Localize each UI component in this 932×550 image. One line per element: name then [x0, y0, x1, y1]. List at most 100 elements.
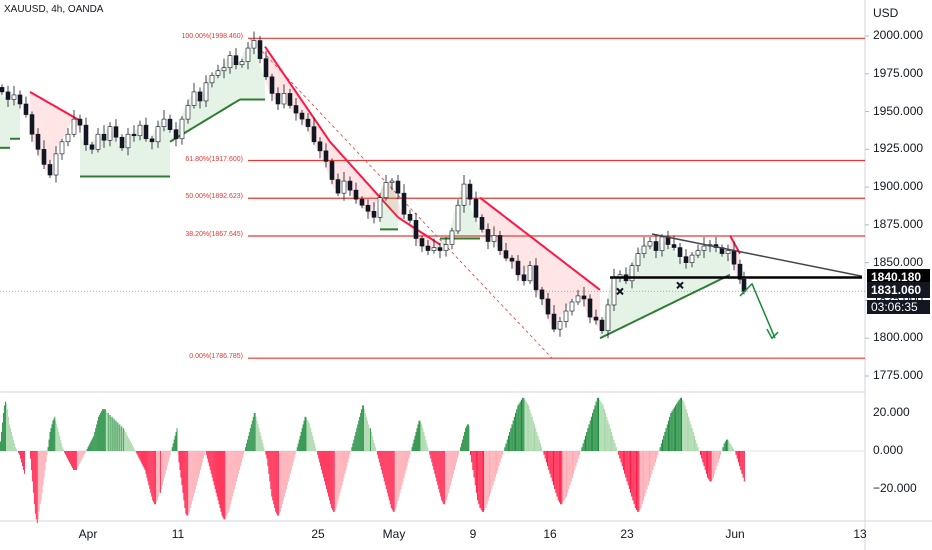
oscillator-bar: [581, 447, 583, 451]
oscillator-bar: [319, 451, 321, 463]
oscillator-bar: [6, 403, 7, 451]
oscillator-bar: [512, 420, 514, 451]
supertrend-fill: [380, 181, 398, 230]
oscillator-bar: [62, 447, 64, 451]
oscillator-bar: [218, 451, 220, 505]
oscillator-bar: [522, 397, 524, 451]
oscillator-bar: [221, 451, 223, 516]
candle-body: [407, 214, 413, 221]
oscillator-bar: [255, 416, 257, 451]
oscillator-bar: [290, 451, 292, 470]
oscillator-bar: [411, 447, 413, 451]
oscillator-bar: [94, 432, 96, 451]
oscillator-bar: [145, 451, 147, 474]
time-tick-label: 23: [620, 527, 634, 541]
oscillator-bar: [507, 435, 509, 451]
oscillator-bar: [477, 451, 479, 501]
oscillator-bar: [342, 451, 344, 482]
oscillator-bar: [391, 451, 393, 510]
candle-body: [377, 197, 383, 218]
oscillator-bar: [283, 451, 284, 501]
oscillator-bar: [498, 451, 500, 467]
oscillator-bar: [149, 451, 151, 489]
oscillator-bar: [331, 451, 333, 510]
oscillator-bar: [93, 435, 95, 451]
oscillator-bar: [165, 451, 167, 470]
oscillator-bar: [61, 443, 63, 451]
oscillator-bar: [202, 451, 203, 463]
oscillator-bar: [116, 422, 118, 451]
oscillator-bar: [582, 443, 584, 451]
candle-body: [107, 126, 113, 141]
oscillator-bar: [299, 435, 301, 451]
oscillator-bar: [592, 413, 594, 451]
oscillator-bar: [449, 451, 451, 489]
oscillator-bar: [643, 451, 645, 501]
oscillator-bar: [97, 420, 99, 451]
oscillator-bar: [190, 451, 192, 508]
oscillator-bar: [528, 405, 530, 451]
oscillator-bar: [172, 443, 174, 451]
oscillator-bar: [261, 439, 263, 451]
oscillator-bar: [671, 411, 673, 451]
oscillator-bar: [427, 447, 429, 451]
candle-body: [599, 319, 605, 331]
oscillator-bar: [686, 413, 688, 451]
oscillator-bar: [206, 451, 208, 459]
oscillator-bar: [41, 451, 43, 493]
candle-body: [551, 313, 557, 330]
oscillator-bar: [289, 451, 291, 474]
oscillator-bar: [46, 451, 48, 455]
oscillator-bar: [191, 451, 193, 505]
oscillator-bar: [545, 451, 547, 463]
candle-body: [431, 247, 437, 251]
oscillator-bar: [409, 451, 411, 455]
price-tick-label: 1925.000: [873, 141, 924, 156]
oscillator-bar: [338, 451, 340, 497]
oscillator-bar: [690, 424, 692, 451]
oscillator-bar: [475, 451, 477, 493]
oscillator-bar: [502, 451, 504, 455]
oscillator-bar: [560, 451, 562, 505]
candle-body: [83, 124, 89, 146]
candle-body: [143, 124, 149, 140]
oscillator-bar: [716, 451, 718, 467]
oscillator-bar: [250, 424, 252, 451]
price-tick-label: 1875.000: [873, 216, 924, 231]
oscillator-bar: [358, 420, 360, 451]
oscillator-bar: [568, 451, 570, 489]
oscillator-bar: [262, 443, 264, 451]
oscillator-bar: [329, 451, 331, 505]
oscillator-bar: [431, 451, 433, 463]
candle-body: [467, 183, 473, 200]
candle-body: [659, 236, 665, 251]
oscillator-bar: [271, 451, 273, 497]
oscillator-bar: [601, 403, 603, 451]
oscillator-bar: [646, 451, 648, 489]
oscillator-bar: [368, 424, 369, 451]
oscillator-bar: [653, 451, 655, 467]
oscillator-bar: [103, 409, 105, 451]
oscillator-bar: [432, 451, 434, 467]
oscillator-bar: [37, 451, 39, 520]
oscillator-bar: [542, 451, 544, 452]
price-tick-label: 1975.000: [873, 65, 924, 80]
oscillator-bar: [1, 432, 2, 451]
oscillator-bar: [548, 451, 550, 470]
oscillator-bar: [695, 439, 697, 451]
oscillator-bar: [550, 451, 552, 478]
oscillator-bar: [135, 451, 137, 453]
oscillator-bar: [304, 416, 306, 451]
candle-body: [5, 91, 11, 100]
oscillator-bar: [214, 451, 216, 489]
oscillator-bar: [659, 447, 661, 451]
oscillator-bar: [114, 420, 116, 451]
candle-body: [197, 91, 203, 102]
oscillator-bar: [288, 451, 290, 478]
oscillator-bar: [584, 435, 586, 451]
oscillator-bar: [586, 432, 588, 451]
oscillator-bar: [447, 451, 449, 497]
candle-body: [101, 133, 107, 141]
time-tick-label: 13: [853, 527, 867, 541]
